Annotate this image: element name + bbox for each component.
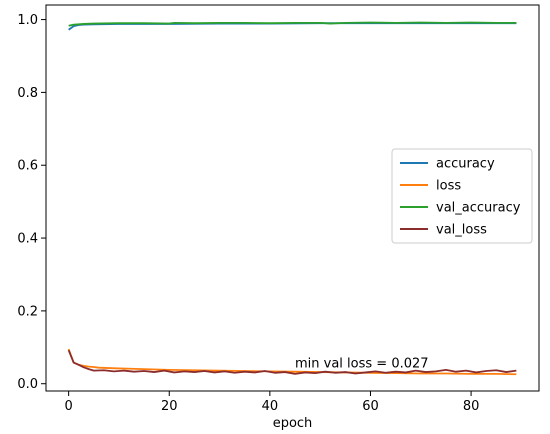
annotation-min-val-loss: min val loss = 0.027 [295,356,429,371]
x-axis-label: epoch [273,416,313,431]
plot-frame [45,4,540,392]
y-tick-label: 0.6 [17,159,38,174]
legend-label-val-loss: val_loss [436,223,487,238]
x-tick-label: 40 [262,399,279,414]
x-tick-label: 80 [463,399,480,414]
series-line-loss [67,348,517,376]
y-tick-label: 0.4 [17,232,38,247]
legend-label-accuracy: accuracy [436,157,495,172]
series-line-val-loss [67,349,517,375]
x-tick-label: 60 [362,399,379,414]
series-line-val-accuracy [68,21,517,27]
y-tick-label: 0.8 [17,86,38,101]
series-layer [67,21,517,376]
x-tick-label: 20 [161,399,178,414]
y-tick-label: 0.0 [17,377,38,392]
series-line-accuracy [68,22,517,31]
legend-label-loss: loss [436,179,461,194]
legend-box [391,148,533,244]
legend: accuracy loss val_accuracy val_loss [391,148,533,244]
x-axis: 0 20 40 60 80 [64,391,479,414]
y-axis: 0.0 0.2 0.4 0.6 0.8 1.0 [17,13,46,392]
y-tick-label: 1.0 [17,13,38,28]
legend-label-val-accuracy: val_accuracy [436,201,521,216]
x-tick-label: 0 [64,399,72,414]
y-tick-label: 0.2 [17,304,38,319]
